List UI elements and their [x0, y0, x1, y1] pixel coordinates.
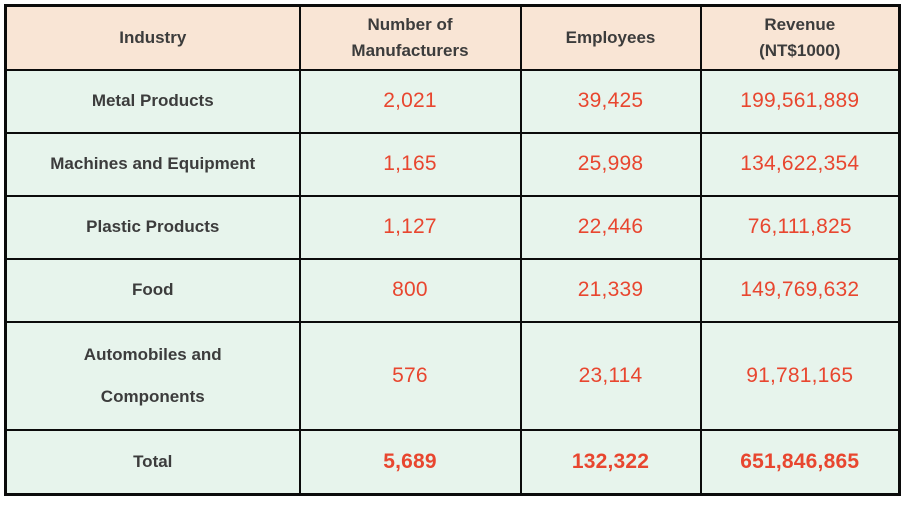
- revenue-cell: 149,769,632: [699, 257, 901, 323]
- table-row: Metal Products 2,021 39,425 199,561,889: [4, 68, 901, 134]
- table-row: Food 800 21,339 149,769,632: [4, 257, 901, 323]
- table-row: Plastic Products 1,127 22,446 76,111,825: [4, 194, 901, 260]
- manufacturers-cell: 1,127: [298, 194, 522, 260]
- employees-cell: 22,446: [519, 194, 702, 260]
- revenue-cell: 134,622,354: [699, 131, 901, 197]
- employees-cell: 23,114: [519, 320, 702, 431]
- page-canvas: Industry Number of Manufacturers Employe…: [4, 4, 901, 496]
- col-header-industry: Industry: [4, 4, 301, 71]
- total-revenue-cell: 651,846,865: [699, 428, 901, 496]
- industry-cell: Plastic Products: [4, 194, 301, 260]
- manufacturers-cell: 800: [298, 257, 522, 323]
- industry-cell: Automobiles and Components: [4, 320, 301, 431]
- employees-cell: 39,425: [519, 68, 702, 134]
- header-row: Industry Number of Manufacturers Employe…: [4, 4, 901, 71]
- table-header: Industry Number of Manufacturers Employe…: [4, 4, 901, 71]
- total-manufacturers-cell: 5,689: [298, 428, 522, 496]
- total-label-cell: Total: [4, 428, 301, 496]
- table-row: Machines and Equipment 1,165 25,998 134,…: [4, 131, 901, 197]
- employees-cell: 21,339: [519, 257, 702, 323]
- revenue-cell: 91,781,165: [699, 320, 901, 431]
- industry-cell: Machines and Equipment: [4, 131, 301, 197]
- industry-cell: Metal Products: [4, 68, 301, 134]
- total-row: Total 5,689 132,322 651,846,865: [4, 428, 901, 496]
- industry-statistics-table: Industry Number of Manufacturers Employe…: [4, 4, 901, 496]
- table-body: Metal Products 2,021 39,425 199,561,889 …: [4, 68, 901, 496]
- revenue-cell: 199,561,889: [699, 68, 901, 134]
- manufacturers-cell: 2,021: [298, 68, 522, 134]
- industry-cell: Food: [4, 257, 301, 323]
- col-header-revenue: Revenue (NT$1000): [699, 4, 901, 71]
- manufacturers-cell: 1,165: [298, 131, 522, 197]
- manufacturers-cell: 576: [298, 320, 522, 431]
- total-employees-cell: 132,322: [519, 428, 702, 496]
- col-header-manufacturers: Number of Manufacturers: [298, 4, 522, 71]
- employees-cell: 25,998: [519, 131, 702, 197]
- table-row: Automobiles and Components 576 23,114 91…: [4, 320, 901, 431]
- col-header-employees: Employees: [519, 4, 702, 71]
- revenue-cell: 76,111,825: [699, 194, 901, 260]
